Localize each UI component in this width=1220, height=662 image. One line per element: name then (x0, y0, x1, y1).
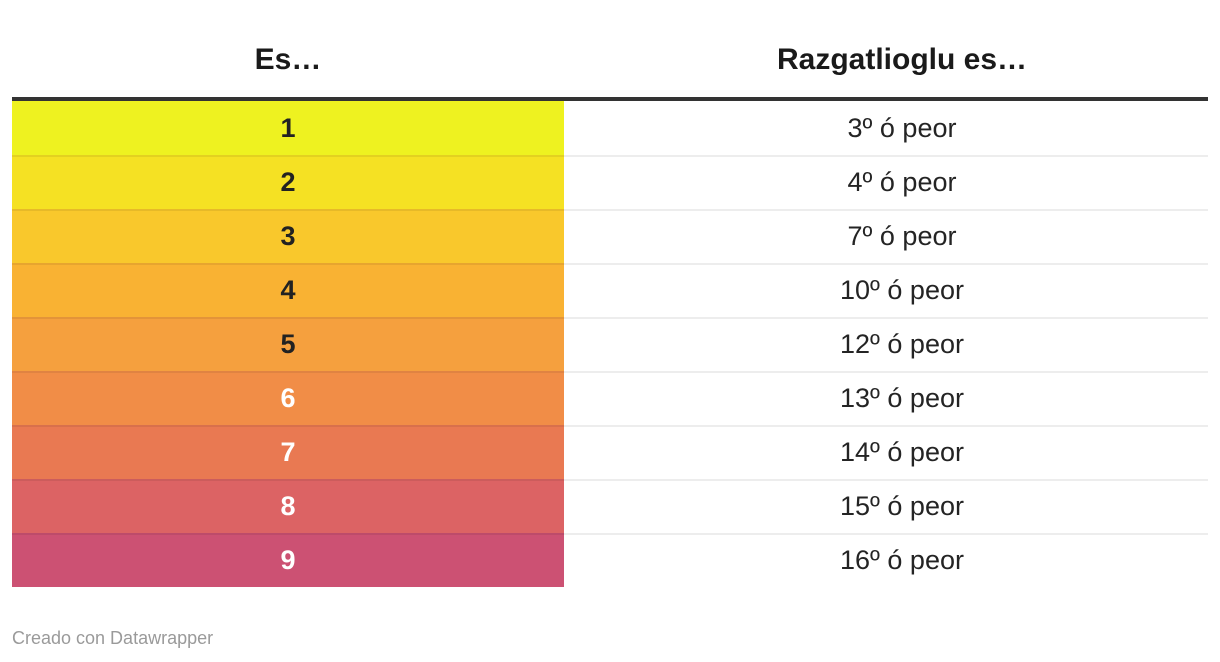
razgatlioglu-result-cell: 7º ó peor (564, 209, 1208, 263)
es-rank-cell: 9 (12, 533, 564, 587)
column-header-es: Es… (254, 43, 322, 76)
es-rank-cell: 5 (12, 317, 564, 371)
table-header-row: Es… Razgatlioglu es… (12, 0, 1208, 101)
es-rank-cell: 7 (12, 425, 564, 479)
table-row: 5 12º ó peor (12, 317, 1208, 371)
razgatlioglu-result-cell: 12º ó peor (564, 317, 1208, 371)
es-rank-cell: 3 (12, 209, 564, 263)
table-row: 6 13º ó peor (12, 371, 1208, 425)
es-rank-cell: 8 (12, 479, 564, 533)
razgatlioglu-result-cell: 13º ó peor (564, 371, 1208, 425)
razgatlioglu-result-cell: 10º ó peor (564, 263, 1208, 317)
table-row: 9 16º ó peor (12, 533, 1208, 587)
table-row: 8 15º ó peor (12, 479, 1208, 533)
es-rank-cell: 2 (12, 155, 564, 209)
table-row: 3 7º ó peor (12, 209, 1208, 263)
column-header-razgatlioglu: Razgatlioglu es… (776, 43, 1028, 76)
es-rank-cell: 6 (12, 371, 564, 425)
razgatlioglu-result-cell: 14º ó peor (564, 425, 1208, 479)
datawrapper-credit-link[interactable]: Creado con Datawrapper (12, 628, 214, 648)
table-row: 7 14º ó peor (12, 425, 1208, 479)
table-row: 1 3º ó peor (12, 101, 1208, 155)
table-row: 2 4º ó peor (12, 155, 1208, 209)
table: Es… Razgatlioglu es… 1 3º ó peor 2 4º ó peo… (12, 0, 1208, 587)
table-body: 1 3º ó peor 2 4º ó peor 3 7º ó peor 4 10º ó peo… (12, 101, 1208, 587)
razgatlioglu-result-cell: 16º ó peor (564, 533, 1208, 587)
es-rank-cell: 4 (12, 263, 564, 317)
razgatlioglu-result-cell: 3º ó peor (564, 101, 1208, 155)
razgatlioglu-result-cell: 15º ó peor (564, 479, 1208, 533)
table-row: 4 10º ó peor (12, 263, 1208, 317)
es-rank-cell: 1 (12, 101, 564, 155)
razgatlioglu-result-cell: 4º ó peor (564, 155, 1208, 209)
